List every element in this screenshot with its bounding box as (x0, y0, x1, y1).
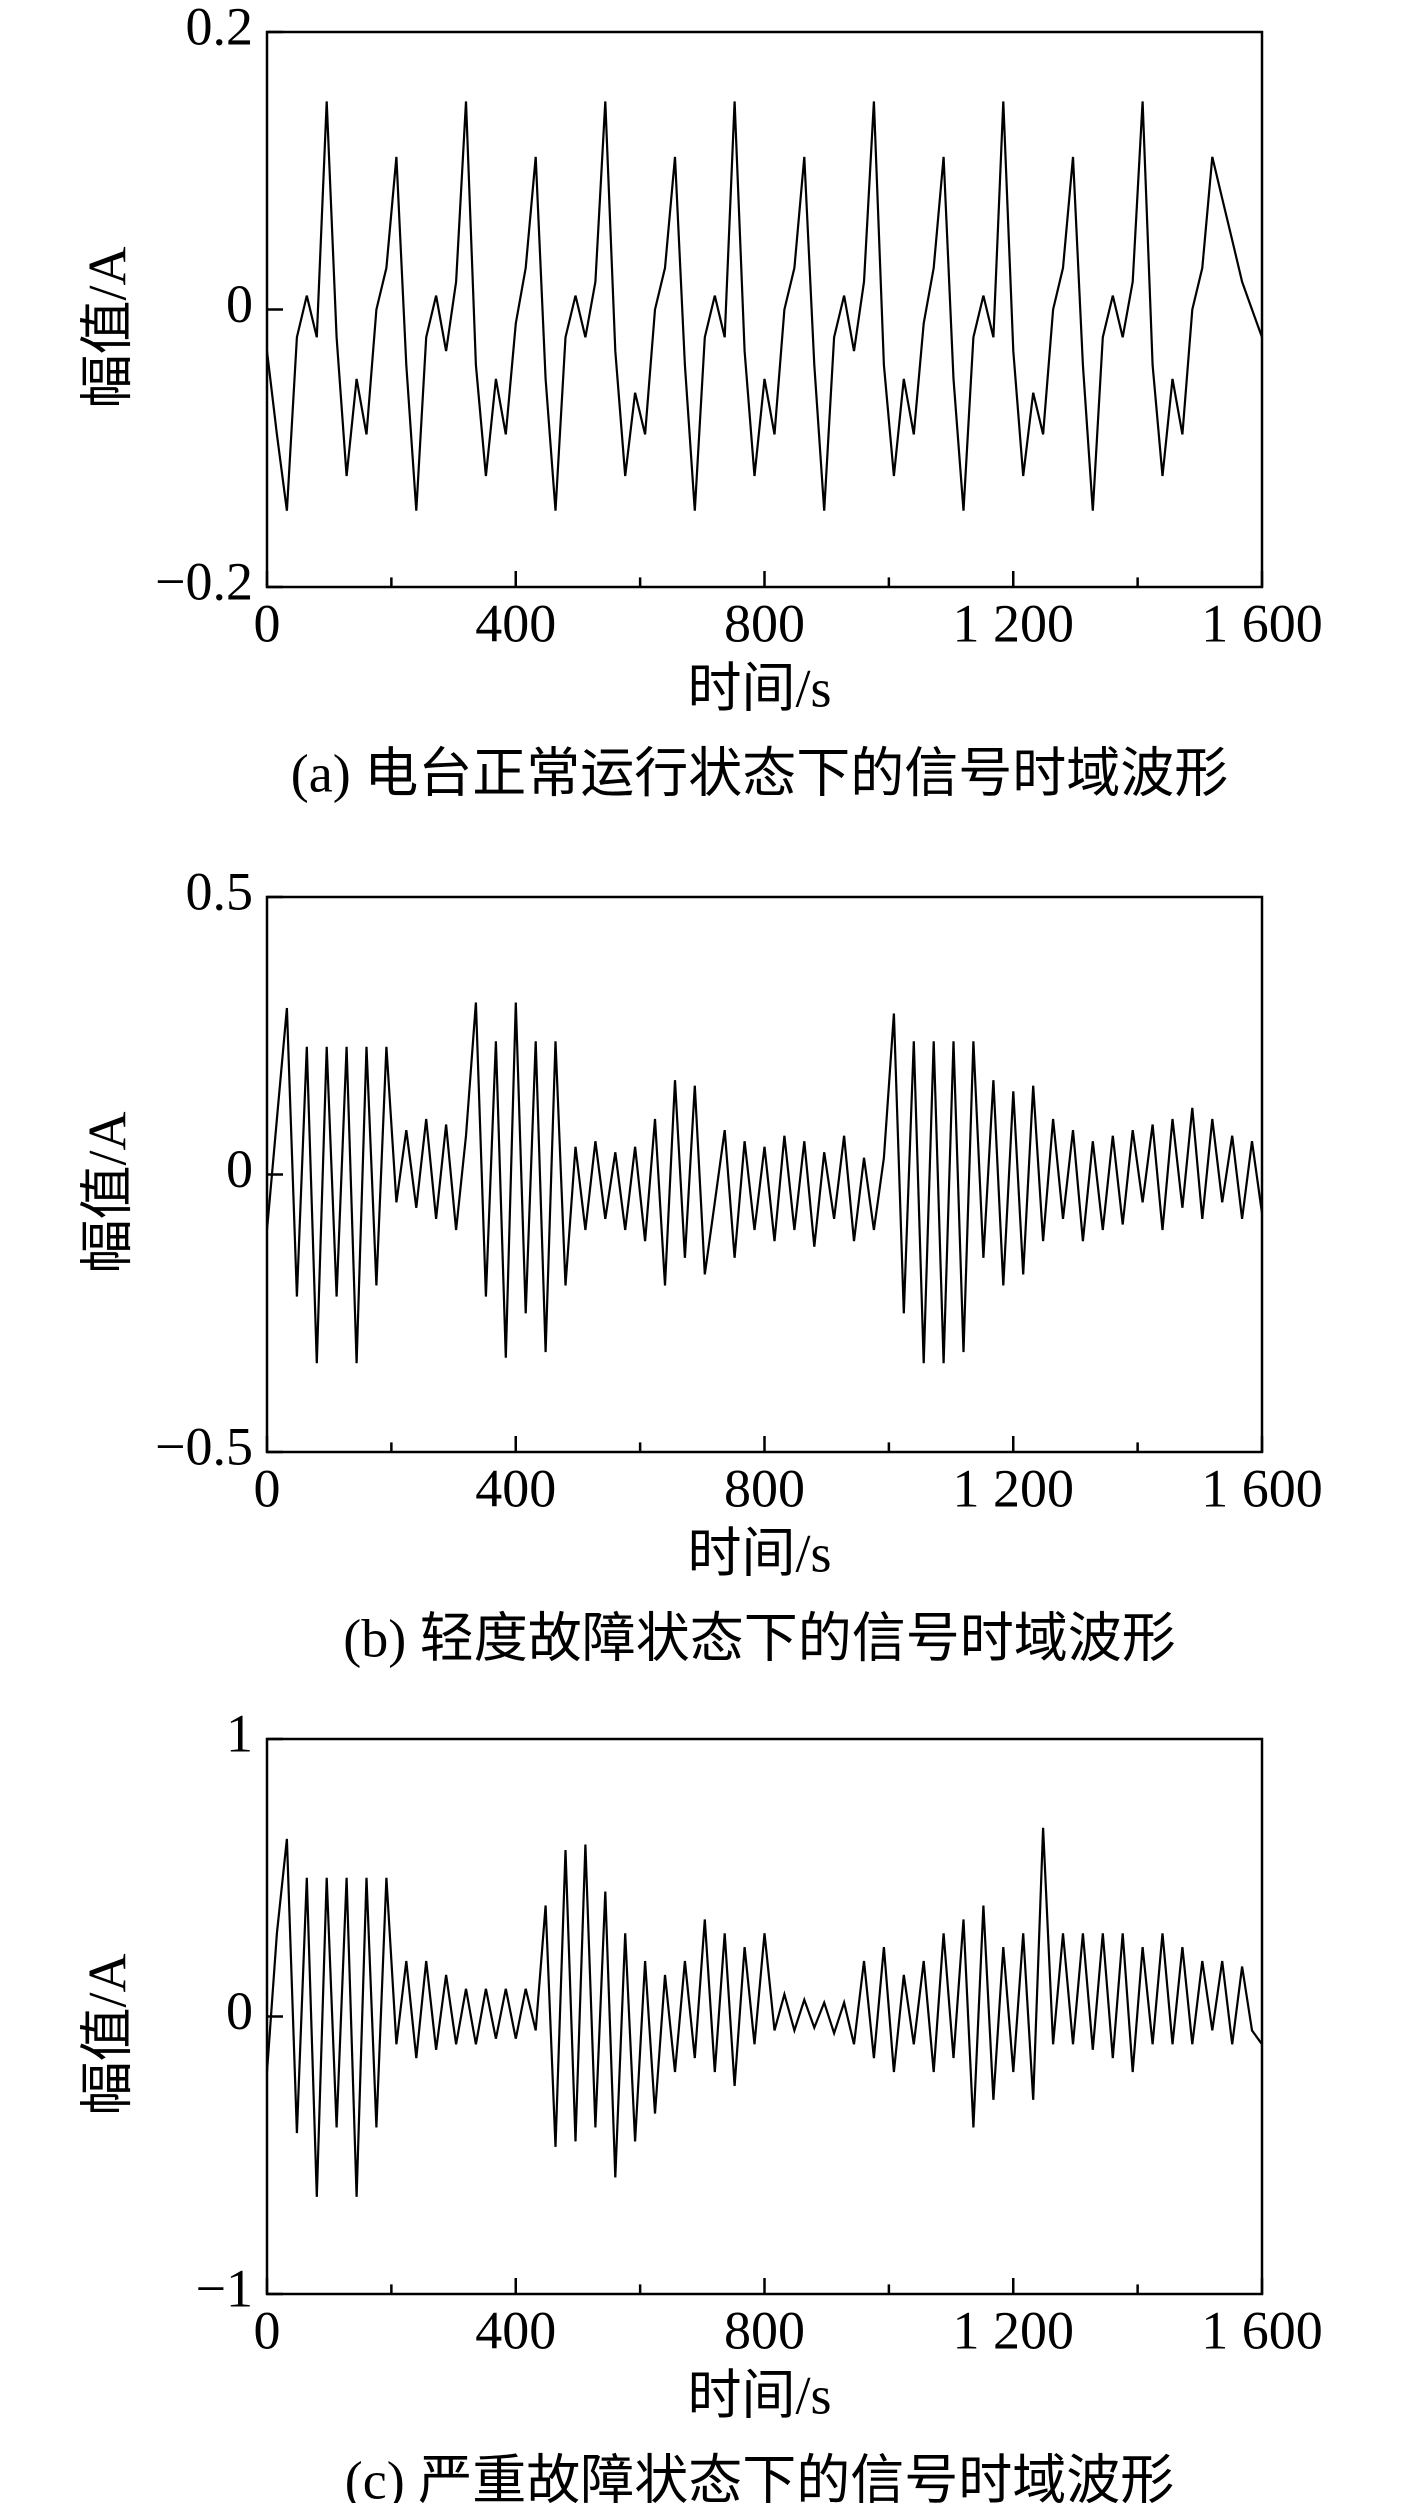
caption: (c) 严重故障状态下的信号时域波形 (345, 2450, 1174, 2503)
y-tick-label: −0.5 (155, 1416, 253, 1476)
y-axis-label: 幅值/A (77, 1953, 137, 2115)
y-tick-label: 0.2 (186, 0, 254, 56)
x-tick-label: 800 (724, 593, 805, 653)
x-tick-label: 0 (254, 593, 281, 653)
x-tick-label: 1 600 (1201, 1458, 1323, 1518)
x-tick-label: 400 (475, 2300, 556, 2360)
signal-trace (265, 101, 1264, 511)
signal-trace (265, 1827, 1263, 2197)
plot-frame (265, 895, 1264, 1454)
y-tick-label: 1 (226, 1703, 253, 1763)
caption: (a) 电台正常运行状态下的信号时域波形 (291, 743, 1228, 803)
signal-trace (265, 1002, 1264, 1364)
x-tick-label: 400 (475, 593, 556, 653)
y-tick-label: 0 (226, 1981, 253, 2041)
x-tick-label: 1 600 (1201, 2300, 1323, 2360)
plot-frame (265, 1737, 1264, 2296)
caption: (b) 轻度故障状态下的信号时域波形 (343, 1608, 1175, 1668)
x-tick-label: 1 200 (953, 593, 1075, 653)
y-tick-label: 0.5 (186, 861, 254, 921)
x-tick-label: 400 (475, 1458, 556, 1518)
x-tick-label: 1 600 (1201, 593, 1323, 653)
x-axis-label: 时间/s (687, 658, 831, 718)
y-tick-label: 0 (226, 1139, 253, 1199)
x-axis-label: 时间/s (687, 2365, 831, 2425)
y-axis-label: 幅值/A (77, 246, 137, 408)
x-axis-label: 时间/s (687, 1523, 831, 1583)
x-tick-label: 0 (254, 2300, 281, 2360)
y-tick-label: −0.2 (155, 551, 253, 611)
x-tick-label: 0 (254, 1458, 281, 1518)
y-tick-label: −1 (196, 2258, 253, 2318)
y-tick-label: 0 (226, 274, 253, 334)
x-tick-label: 800 (724, 1458, 805, 1518)
x-tick-label: 800 (724, 2300, 805, 2360)
subplot: 0 400 800 1 200 1 600−0.200.2时间/s幅值/A(a) 电台正… (77, 0, 1322, 803)
x-tick-label: 1 200 (953, 2300, 1075, 2360)
x-tick-label: 1 200 (953, 1458, 1075, 1518)
subplot: 0 400 800 1 200 1 600−0.500.5时间/s幅值/A(b) 轻度故… (77, 861, 1322, 1668)
y-axis-label: 幅值/A (77, 1111, 137, 1273)
